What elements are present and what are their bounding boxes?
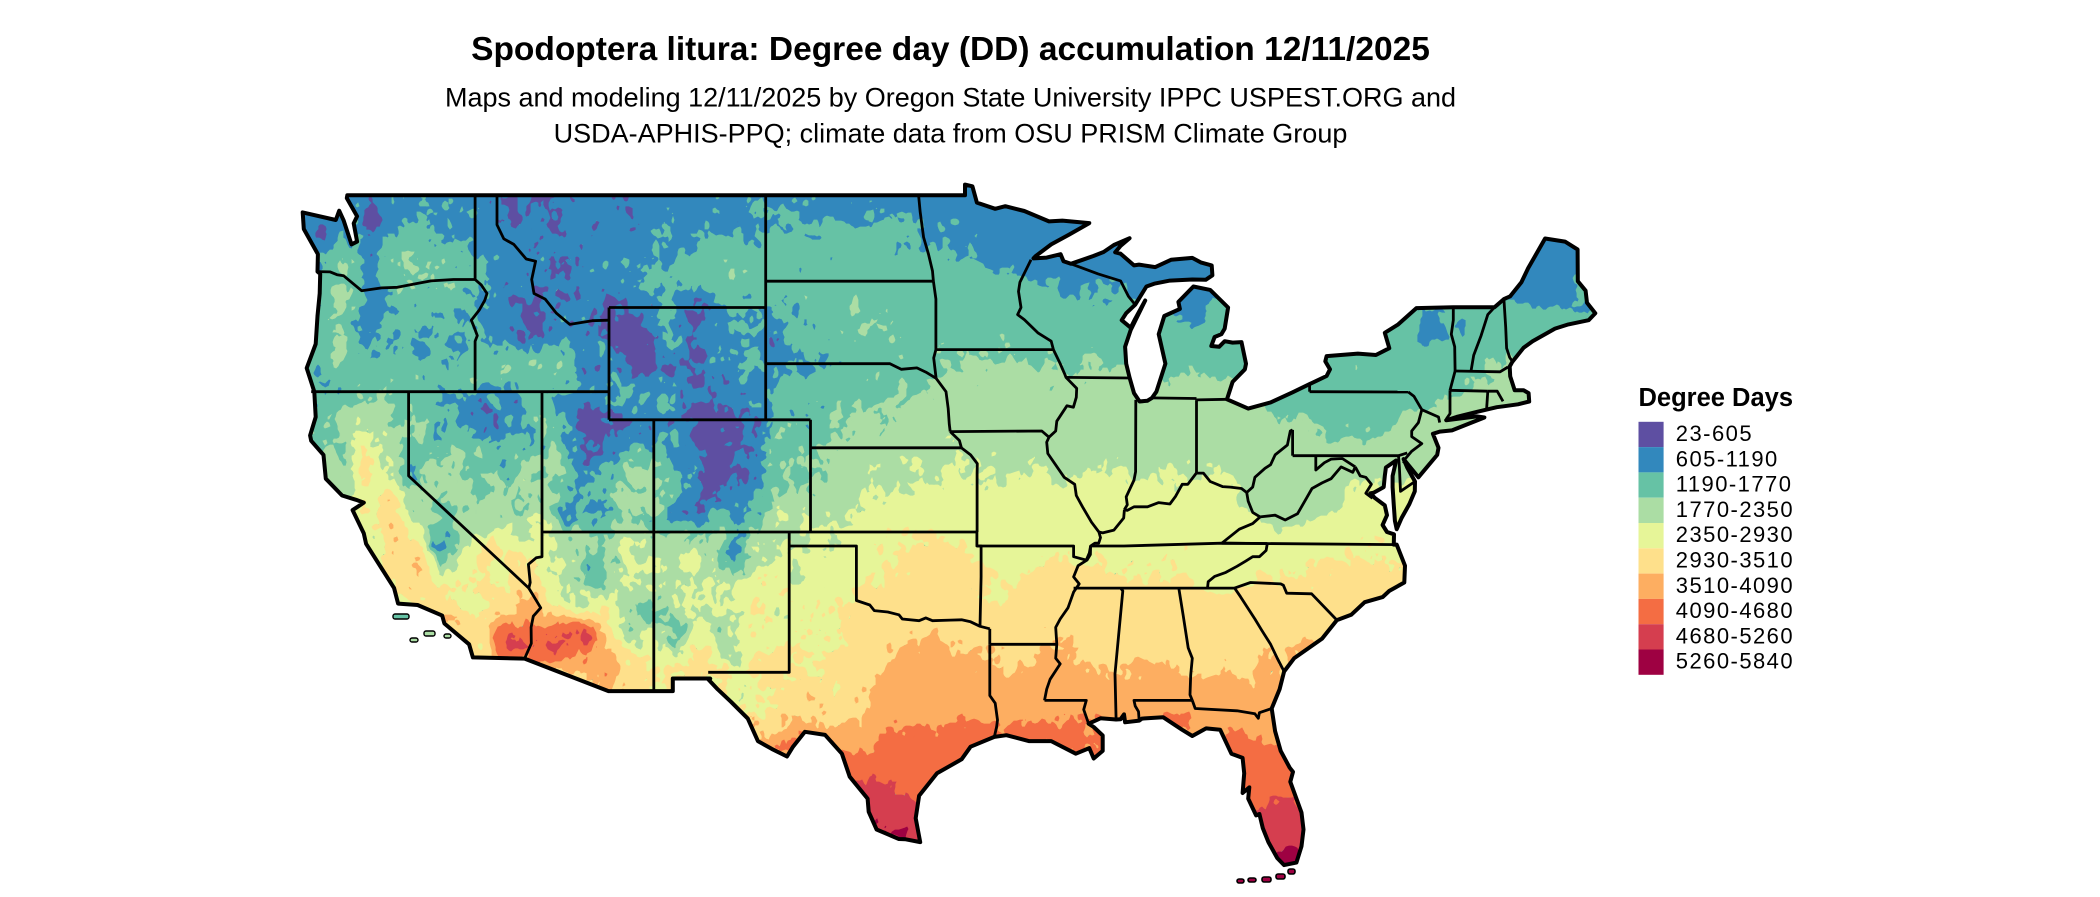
svg-text:4090-4680: 4090-4680 — [1676, 598, 1794, 623]
svg-text:1190-1770: 1190-1770 — [1676, 472, 1793, 497]
svg-text:23-605: 23-605 — [1676, 421, 1753, 446]
svg-text:Degree Days: Degree Days — [1639, 384, 1794, 412]
svg-text:605-1190: 605-1190 — [1676, 446, 1779, 471]
svg-text:2930-3510: 2930-3510 — [1676, 548, 1794, 573]
svg-text:Spodoptera litura: Degree day: Spodoptera litura: Degree day (DD) accum… — [471, 31, 1430, 68]
svg-text:USDA-APHIS-PPQ; climate data f: USDA-APHIS-PPQ; climate data from OSU PR… — [554, 119, 1348, 149]
svg-text:3510-4090: 3510-4090 — [1676, 573, 1794, 598]
svg-text:4680-5260: 4680-5260 — [1676, 623, 1794, 648]
svg-text:2350-2930: 2350-2930 — [1676, 522, 1794, 547]
svg-text:1770-2350: 1770-2350 — [1676, 497, 1794, 522]
svg-text:Maps and modeling 12/11/2025 b: Maps and modeling 12/11/2025 by Oregon S… — [445, 83, 1456, 113]
svg-text:5260-5840: 5260-5840 — [1676, 649, 1794, 674]
